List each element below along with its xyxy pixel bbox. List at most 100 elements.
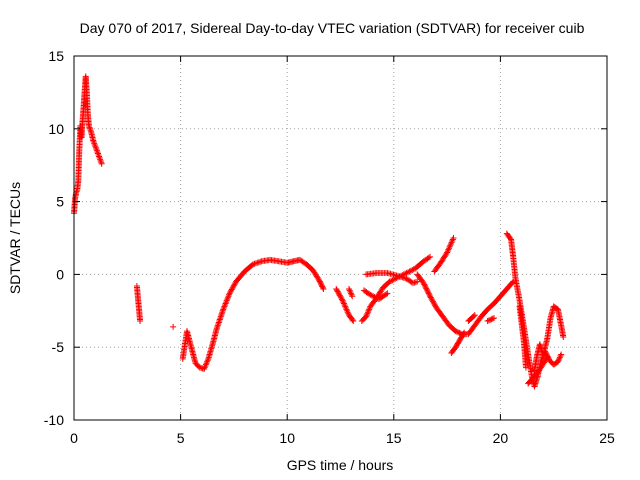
data-point — [350, 317, 357, 324]
data-point-interp — [446, 245, 453, 252]
data-point-interp — [447, 240, 454, 247]
data-point-interp — [348, 291, 355, 298]
y-tick-label: 15 — [48, 48, 64, 64]
data-point-interp — [338, 295, 345, 302]
chart-title: Day 070 of 2017, Sidereal Day-to-day VTE… — [80, 20, 585, 36]
data-point — [444, 249, 451, 256]
data-point-interp — [90, 138, 97, 145]
data-point — [339, 297, 346, 304]
data-point-interp — [555, 357, 562, 364]
x-tick-label: 25 — [599, 430, 615, 446]
data-point — [560, 334, 567, 341]
data-point — [346, 285, 353, 292]
data-point — [427, 253, 434, 260]
data-point-interp — [449, 237, 456, 244]
data-point — [367, 291, 374, 298]
data-point-interp — [347, 288, 354, 295]
plot-frame — [73, 55, 608, 421]
data-point-interp — [428, 295, 435, 302]
data-point-interp — [446, 243, 453, 250]
data-point — [96, 154, 103, 161]
grid-lines — [74, 56, 607, 420]
data-point-interp — [449, 236, 456, 243]
data-point-interp — [387, 277, 394, 284]
data-point-interp — [389, 277, 396, 284]
data-point — [92, 143, 99, 150]
data-point-interp — [86, 124, 93, 131]
data-point-interp — [383, 291, 390, 298]
data-point-interp — [426, 291, 433, 298]
data-point — [544, 354, 551, 361]
data-point-interp — [425, 290, 432, 297]
data-point-interp — [73, 188, 80, 195]
data-point — [85, 122, 92, 129]
data-point — [386, 278, 393, 285]
data-point-interp — [230, 283, 237, 290]
data-point-interp — [556, 354, 563, 361]
y-tick-labels: -10 -5 0 5 10 15 — [44, 48, 64, 428]
data-point-interp — [338, 296, 345, 303]
data-point-interp — [370, 293, 377, 300]
data-point — [558, 351, 565, 358]
data-point — [94, 149, 101, 156]
data-point — [450, 235, 457, 241]
data-point-interp — [407, 267, 414, 274]
data-point-interp — [86, 125, 93, 132]
data-point-interp — [365, 307, 372, 314]
x-tick-label: 10 — [279, 430, 295, 446]
data-point-interp — [423, 285, 430, 292]
data-point — [90, 137, 97, 144]
data-point-interp — [368, 292, 375, 299]
data-point-interp — [224, 296, 231, 303]
data-point-interp — [344, 307, 351, 314]
data-point-interp — [366, 306, 373, 313]
data-point-interp — [93, 146, 100, 153]
data-point-interp — [509, 279, 516, 286]
data-point-interp — [489, 315, 496, 322]
data-point-interp — [556, 355, 563, 362]
data-point — [320, 285, 327, 292]
data-point-interp — [336, 292, 343, 299]
data-point-interp — [319, 284, 326, 291]
data-point-interp — [447, 242, 454, 249]
data-point-interp — [431, 301, 438, 308]
data-point-interp — [443, 250, 450, 257]
data-point-interp — [349, 316, 356, 323]
data-point — [491, 315, 498, 322]
data-point-interp — [373, 294, 380, 301]
data-point-interp — [225, 293, 232, 300]
data-point-interp — [345, 310, 352, 317]
data-point-interp — [455, 329, 462, 336]
data-point-interp — [201, 364, 208, 371]
data-point-interp — [344, 309, 351, 316]
data-point-interp — [341, 301, 348, 308]
data-point-interp — [223, 299, 230, 306]
data-point-interp — [364, 310, 371, 317]
data-point-interp — [363, 312, 370, 319]
data-point-interp — [485, 317, 492, 324]
data-point-interp — [364, 309, 371, 316]
data-point — [403, 269, 410, 276]
data-point-interp — [448, 239, 455, 246]
data-point-interp — [343, 306, 350, 313]
data-point-interp — [94, 150, 101, 157]
data-point — [452, 328, 459, 335]
data-point-interp — [336, 291, 343, 298]
data-point — [414, 278, 421, 285]
data-point-interp — [425, 289, 432, 296]
data-point-interp — [543, 355, 550, 362]
data-point — [554, 358, 561, 365]
data-point — [427, 293, 434, 300]
y-axis-label: SDTVAR / TECUs — [7, 182, 23, 294]
x-tick-label: 0 — [70, 430, 78, 446]
data-point-interp — [347, 290, 354, 297]
data-point-interp — [96, 153, 103, 160]
data-point-interp — [460, 330, 467, 337]
data-point-interp — [427, 294, 434, 301]
data-point — [349, 293, 356, 300]
data-point-interp — [95, 152, 102, 159]
y-tick-label: 0 — [56, 266, 64, 282]
data-point-interp — [346, 287, 353, 294]
x-tick-label: 15 — [386, 430, 402, 446]
